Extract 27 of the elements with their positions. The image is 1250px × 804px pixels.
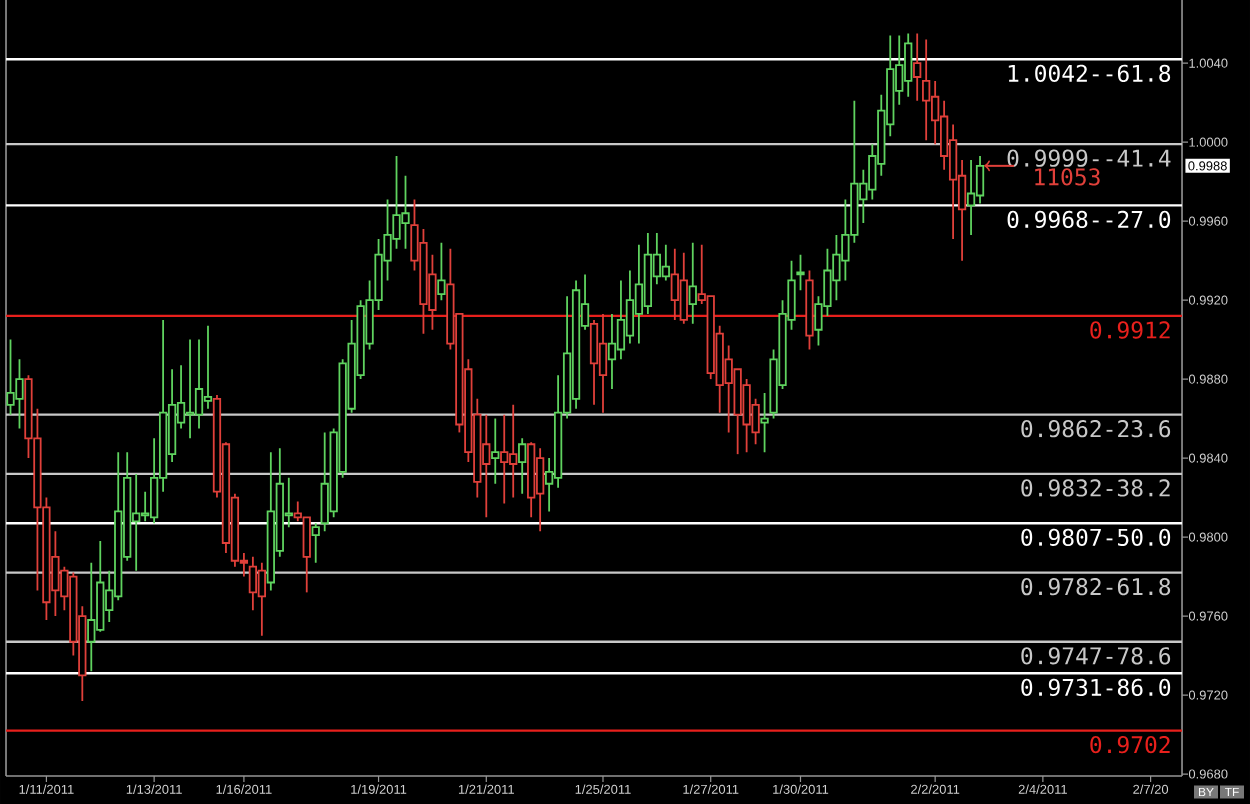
candlestick <box>966 159 976 236</box>
ref-line-label: 0.9968--27.0 <box>1007 210 1171 229</box>
ref-line-label: 0.9862-23.6 <box>1021 420 1171 438</box>
candlestick <box>922 38 931 142</box>
ref-line-label: 1.0042--61.8 <box>1008 64 1171 82</box>
candlestick <box>634 243 644 345</box>
candlestick <box>643 232 653 315</box>
candlestick <box>248 555 258 612</box>
candlestick <box>311 522 320 564</box>
ref-line-label: 0.9782-61.8 <box>1021 578 1171 596</box>
candlestick <box>616 279 626 361</box>
candlestick <box>571 279 581 410</box>
candlestick <box>607 313 617 390</box>
candlestick <box>598 313 608 414</box>
candlestick <box>625 269 635 345</box>
annotation: 11053 <box>1035 168 1100 186</box>
ref-line-label: 0.9912 <box>1090 321 1170 339</box>
ref-line-label: 0.9999--41.4 <box>1007 149 1171 167</box>
ref-line-label: 0.9807-50.0 <box>1021 528 1171 546</box>
ref-line-label: 0.9731-86.0 <box>1021 678 1171 697</box>
ref-line-label: 0.9747-78.6 <box>1021 647 1171 665</box>
candlestick <box>948 123 958 240</box>
candlestick <box>194 338 204 430</box>
ref-line-label: 0.9702 <box>1090 735 1170 754</box>
ref-line-label: 0.9832-38.2 <box>1021 479 1170 497</box>
candlestick <box>796 253 805 292</box>
candlestick <box>185 338 195 440</box>
